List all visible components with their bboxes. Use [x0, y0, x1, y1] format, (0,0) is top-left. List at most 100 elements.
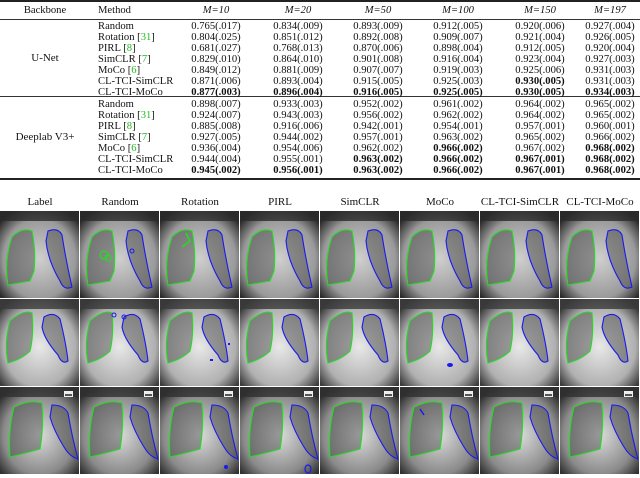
citation-ref[interactable]: [7] [138, 54, 151, 65]
figure-column-title: Rotation [181, 196, 219, 208]
table-bottom-rule [0, 178, 640, 180]
method-cell: CL-TCI-SimCLR [98, 76, 173, 87]
value-cell: 0.927(.003) [585, 54, 635, 65]
figure-column-title: MoCo [425, 196, 455, 208]
xray-segmentation-image [0, 387, 79, 474]
xray-segmentation-image [560, 387, 639, 474]
value-cell: 0.920(.006) [515, 21, 565, 32]
value-cell: 0.893(.004) [273, 76, 323, 87]
figure-column-title: CL-TCI-MoCo [566, 196, 634, 208]
table-row: CL-TCI-MoCo 0.945(.002) 0.956(.001) 0.963(.… [0, 165, 640, 176]
method-name: CL-TCI-MoCo [98, 87, 163, 98]
xray-segmentation-image [240, 211, 319, 298]
header-method: Method [98, 5, 131, 16]
xray-segmentation-image [160, 299, 239, 386]
method-cell: Random [98, 21, 134, 32]
value-cell: 0.925(.005) [433, 87, 483, 98]
value-cell: 0.892(.008) [353, 32, 403, 43]
value-cell: 0.920(.004) [585, 43, 635, 54]
header-m50: M=50 [364, 5, 392, 16]
value-cell: 0.768(.013) [273, 43, 323, 54]
method-cell: PIRL [8] [98, 43, 136, 54]
citation-ref[interactable]: [8] [123, 121, 136, 132]
method-cell: CL-TCI-MoCo [98, 87, 163, 98]
value-cell: 0.930(.005) [515, 76, 565, 87]
method-cell: SimCLR [7] [98, 132, 151, 143]
xray-segmentation-image [560, 211, 639, 298]
header-m100: M=100 [442, 5, 474, 16]
citation-ref[interactable]: [6] [127, 143, 141, 154]
table-row: PIRL [8] 0.681(.027) 0.768(.013) 0.870(.006… [0, 43, 640, 54]
table-row: Random 0.765(.017) 0.834(.009) 0.893(.009) 0… [0, 21, 640, 32]
method-cell: MoCo [6] [98, 143, 140, 154]
method-name: SimCLR [98, 54, 136, 65]
value-cell: 0.870(.006) [353, 43, 403, 54]
header-backbone: Backbone [23, 5, 67, 16]
xray-segmentation-image [400, 387, 479, 474]
table-row: PIRL [8] 0.885(.008) 0.916(.006) 0.942(.001… [0, 121, 640, 132]
citation-ref[interactable]: [8] [123, 43, 136, 54]
method-name: Random [98, 21, 134, 32]
value-cell: 0.681(.027) [191, 43, 241, 54]
value-cell: 0.933(.003) [273, 99, 323, 110]
value-cell: 0.909(.007) [433, 32, 483, 43]
header-m20: M=20 [284, 5, 312, 16]
value-cell: 0.967(.002) [515, 143, 565, 154]
value-cell: 0.960(.001) [585, 121, 635, 132]
value-cell: 0.956(.002) [353, 110, 403, 121]
citation-ref[interactable]: [6] [127, 65, 141, 76]
value-cell: 0.956(.001) [273, 165, 323, 176]
value-cell: 0.966(.002) [585, 132, 635, 143]
value-cell: 0.896(.004) [273, 87, 323, 98]
table-header-row: Backbone Method M=10 M=20 M=50 M=100 M=1… [0, 5, 640, 16]
xray-segmentation-image [480, 211, 559, 298]
figure-column-title: Label [27, 196, 53, 208]
citation-ref[interactable]: [31] [137, 32, 155, 43]
value-cell: 0.968(.002) [585, 143, 635, 154]
xray-segmentation-image [80, 211, 159, 298]
value-cell: 0.926(.005) [585, 32, 635, 43]
value-cell: 0.881(.009) [273, 65, 323, 76]
method-name: CL-TCI-SimCLR [98, 154, 174, 165]
value-cell: 0.963(.002) [353, 165, 403, 176]
backbone-deeplab: Deeplab V3+ [15, 131, 75, 143]
value-cell: 0.927(.005) [191, 132, 241, 143]
header-m10: M=10 [202, 5, 230, 16]
value-cell: 0.898(.004) [433, 43, 483, 54]
header-m150: M=150 [524, 5, 556, 16]
value-cell: 0.834(.009) [273, 21, 323, 32]
value-cell: 0.967(.001) [515, 165, 565, 176]
value-cell: 0.925(.003) [433, 76, 483, 87]
xray-segmentation-image [240, 299, 319, 386]
method-cell: CL-TCI-SimCLR [98, 154, 173, 165]
method-cell: CL-TCI-MoCo [98, 165, 163, 176]
xray-segmentation-image [0, 211, 79, 298]
method-cell: MoCo [6] [98, 65, 140, 76]
method-name: CL-TCI-SimCLR [98, 76, 174, 87]
method-name: PIRL [98, 121, 121, 132]
value-cell: 0.829(.010) [191, 54, 241, 65]
value-cell: 0.936(.004) [191, 143, 241, 154]
value-cell: 0.968(.002) [585, 154, 635, 165]
citation-ref[interactable]: [31] [137, 110, 155, 121]
xray-segmentation-image [560, 299, 639, 386]
method-cell: Random [98, 99, 134, 110]
table-row: Rotation [31] 0.924(.007) 0.943(.003) 0.956… [0, 110, 640, 121]
value-cell: 0.944(.002) [273, 132, 323, 143]
value-cell: 0.931(.003) [585, 65, 635, 76]
table-row: Rotation [31] 0.804(.025) 0.851(.012) 0.892… [0, 32, 640, 43]
value-cell: 0.954(.001) [433, 121, 483, 132]
value-cell: 0.851(.012) [273, 32, 323, 43]
table-row: SimCLR [7] 0.927(.005) 0.944(.002) 0.957(.0… [0, 132, 640, 143]
xray-segmentation-image [400, 299, 479, 386]
xray-segmentation-image [320, 387, 399, 474]
citation-ref[interactable]: [7] [138, 132, 151, 143]
value-cell: 0.968(.002) [585, 165, 635, 176]
value-cell: 0.957(.001) [353, 132, 403, 143]
value-cell: 0.965(.002) [585, 99, 635, 110]
xray-segmentation-image [80, 387, 159, 474]
value-cell: 0.961(.002) [433, 99, 483, 110]
value-cell: 0.907(.007) [353, 65, 403, 76]
value-cell: 0.967(.001) [515, 154, 565, 165]
value-cell: 0.963(.002) [433, 132, 483, 143]
